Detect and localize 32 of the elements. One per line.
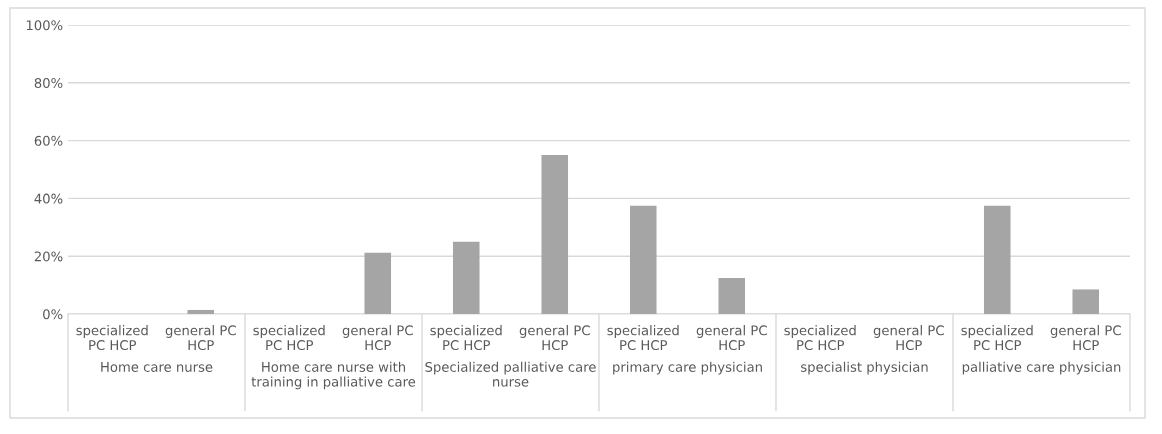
bar [364,252,392,314]
y-tick-label: 20% [34,251,63,262]
x-tick-label: general PC HCP [696,325,767,351]
bar [1072,289,1100,314]
x-tick-label: specialized PC HCP [430,325,502,351]
bar [452,241,480,314]
y-tick-label: 60% [34,135,63,146]
x-tick-label: general PC HCP [1050,325,1121,351]
y-tick-label: 80% [34,78,63,88]
text: palliative care physician [962,361,1121,375]
bar [718,277,746,314]
x-tick-label: general PC HCP [165,325,236,351]
text: Specialized palliative care nurse [425,361,596,387]
bar [541,155,569,314]
text: specialist physician [801,361,928,375]
y-tick-label: 100% [26,20,63,31]
text: Home care nurse with training in palliative care [251,361,416,390]
bar [629,205,657,314]
x-tick-label: specialized PC HCP [253,325,325,351]
bar [983,205,1011,314]
bar [187,309,215,314]
text: Home care nurse [101,362,213,372]
x-tick-label: specialized PC HCP [607,325,679,351]
text: primary care physician [613,361,762,375]
y-tick-label: 0% [43,309,63,320]
x-tick-label: specialized PC HCP [961,325,1033,351]
x-tick-label: general PC HCP [519,325,590,351]
x-tick-label: specialized PC HCP [76,325,148,351]
x-tick-label: specialized PC HCP [784,325,856,351]
x-tick-label: general PC HCP [342,325,413,351]
y-tick-label: 40% [34,193,63,204]
x-tick-label: general PC HCP [873,325,944,351]
